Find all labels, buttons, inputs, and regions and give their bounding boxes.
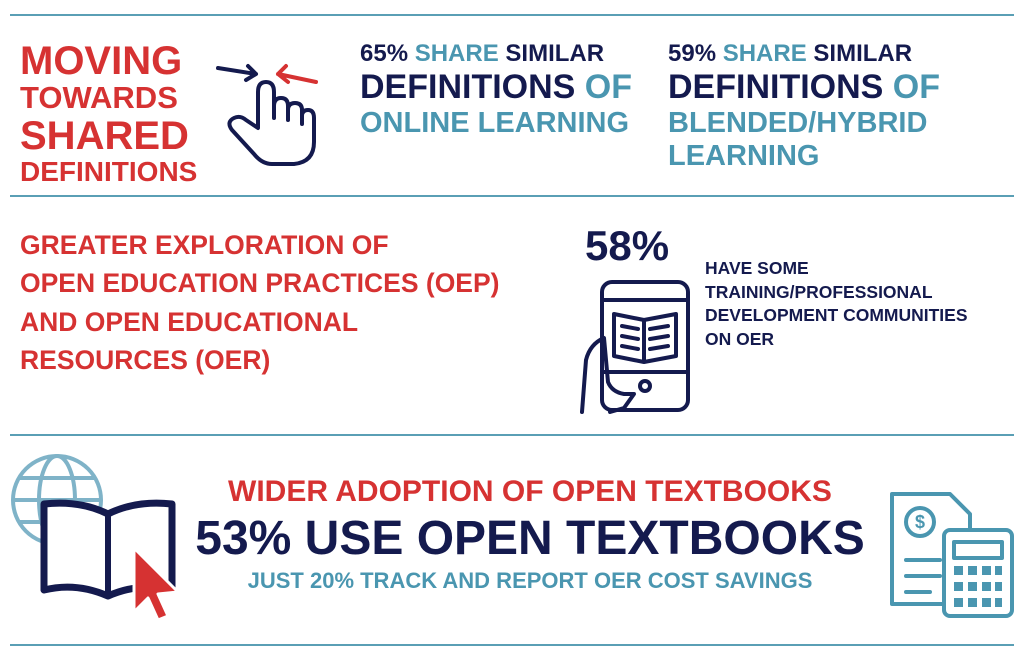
text-line: GREATER EXPLORATION OF [20, 230, 389, 260]
text-line: TOWARDS [20, 80, 178, 115]
text-line: 59% SHARE SIMILAR [668, 40, 940, 68]
stat-note: JUST 20% TRACK AND REPORT OER COST SAVIN… [247, 568, 813, 594]
text-line: AND OPEN EDUCATIONAL [20, 306, 359, 337]
text-line: HAVE SOME [705, 258, 809, 278]
savings-icon: $ [890, 492, 1014, 618]
dividers [10, 14, 1014, 646]
pointer-icon [216, 64, 318, 166]
stat-block: 65% SHARE SIMILAR DEFINITIONS OF ONLINE LE… [360, 40, 632, 140]
text-segment: SIMILAR [813, 40, 913, 67]
text-line: TRAINING/PROFESSIONAL [705, 281, 933, 302]
text-segment: DEFINITIONS [668, 67, 884, 106]
text-line: DEFINITIONS OF [668, 68, 940, 107]
text-line: ONLINE LEARNING [360, 107, 632, 140]
text-segment: 65% [360, 40, 409, 67]
text-segment: ONLINE LEARNING [360, 106, 630, 139]
svg-text:$: $ [915, 512, 925, 532]
text-line: SHARED [20, 113, 189, 158]
text-line: MOVING [20, 39, 183, 83]
stat-figure: 58% [585, 222, 670, 269]
text-segment: LEARNING [668, 140, 820, 173]
stat-note: HAVE SOME TRAINING/PROFESSIONAL DEVELOPMEN… [705, 257, 968, 352]
text-segment: BLENDED/HYBRID [668, 106, 928, 139]
text-line: DEVELOPMENT COMMUNITIES [705, 305, 968, 326]
stat-figure: 53% USE OPEN TEXTBOOKS [195, 512, 865, 565]
textbook-block: WIDER ADOPTION OF OPEN TEXTBOOKS 53% USE… [180, 472, 880, 597]
text-segment: DEFINITIONS [360, 67, 576, 106]
heading: WIDER ADOPTION OF OPEN TEXTBOOKS [228, 475, 832, 508]
text-line: DEFINITIONS [20, 155, 198, 187]
stat-block: 59% SHARE SIMILAR DEFINITIONS OF BLENDED/H… [668, 40, 940, 173]
section-title: MOVING TOWARDS SHARED DEFINITIONS [20, 40, 197, 186]
text-segment: SHARE [722, 40, 807, 67]
text-segment: OF [892, 67, 941, 106]
text-line: RESOURCES (OER) [20, 345, 271, 376]
tablet-icon [580, 280, 690, 414]
text-segment: 59% [668, 40, 717, 67]
section-title: GREATER EXPLORATION OF OPEN EDUCATION PRA… [20, 226, 499, 380]
text-line: 65% SHARE SIMILAR [360, 40, 632, 68]
text-segment: OF [584, 67, 633, 106]
text-line: DEFINITIONS OF [360, 68, 632, 107]
text-line: OPEN EDUCATION PRACTICES (OEP) [20, 268, 500, 299]
book-icon [11, 454, 180, 622]
text-segment: SHARE [414, 40, 499, 67]
text-line: LEARNING [668, 140, 940, 173]
text-segment: SIMILAR [505, 40, 605, 67]
text-line: BLENDED/HYBRID [668, 107, 940, 140]
text-line: ON OER [705, 328, 775, 349]
